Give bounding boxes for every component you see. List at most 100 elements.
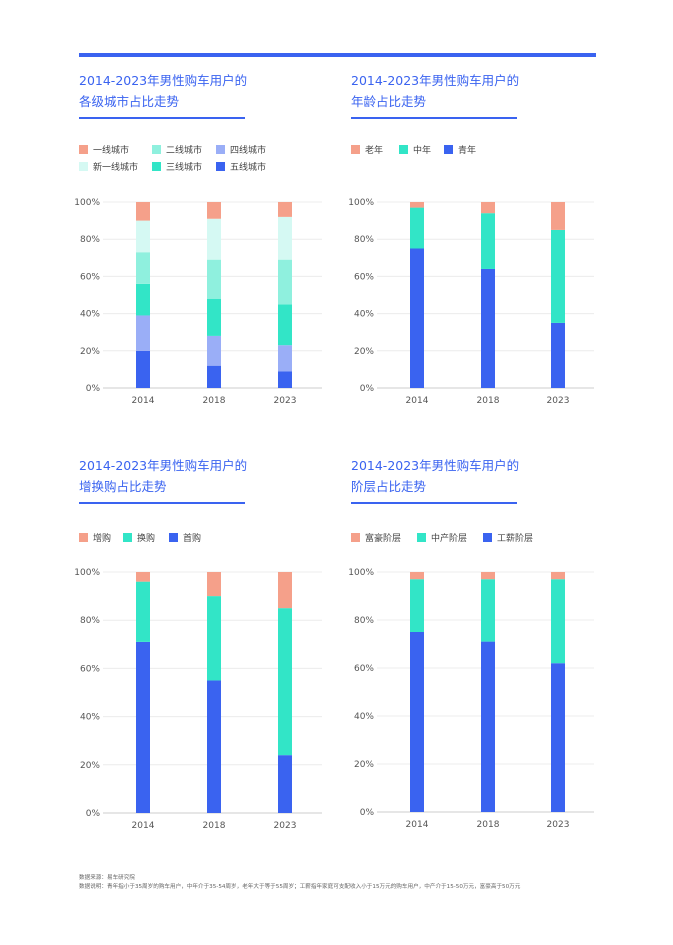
y-tick-label: 40% <box>80 310 100 320</box>
chart-title: 2014-2023年男性购车用户的 阶层占比走势 <box>351 455 551 497</box>
chart-title-line1: 2014-2023年男性购车用户的 <box>351 458 520 473</box>
x-tick-label: 2014 <box>132 396 155 406</box>
x-tick-label: 2018 <box>203 396 226 406</box>
y-tick-label: 0% <box>86 384 101 394</box>
legend-swatch <box>417 533 426 542</box>
bar-segment <box>207 596 221 681</box>
bar-segment <box>207 365 221 388</box>
bar-segment <box>207 680 221 813</box>
bar-segment <box>481 202 495 214</box>
y-tick-label: 20% <box>354 347 374 357</box>
legend-item: 五线城市 <box>216 160 266 173</box>
legend-label: 工薪阶层 <box>497 534 534 544</box>
legend-item: 中产阶层 <box>417 531 467 544</box>
y-tick-label: 60% <box>80 272 100 282</box>
bar-segment <box>136 220 150 253</box>
bar-segment <box>207 218 221 260</box>
chart-title-line1: 2014-2023年男性购车用户的 <box>351 73 520 88</box>
chart-title: 2014-2023年男性购车用户的 年龄占比走势 <box>351 70 551 112</box>
legend-label: 中年 <box>413 146 432 156</box>
legend-label: 中产阶层 <box>431 534 468 544</box>
title-underline <box>351 502 517 504</box>
legend-label: 一线城市 <box>93 146 130 156</box>
legend-swatch <box>79 533 88 542</box>
bar-segment <box>278 216 292 260</box>
bar-segment <box>481 641 495 812</box>
bar-segment <box>551 229 565 323</box>
legend-swatch <box>351 145 360 154</box>
legend-item: 老年 <box>351 143 383 156</box>
bar-segment <box>481 579 495 642</box>
legend-swatch <box>79 145 88 154</box>
legend-swatch <box>444 145 453 154</box>
bar-segment <box>136 641 150 813</box>
chart-title: 2014-2023年男性购车用户的 增换购占比走势 <box>79 455 279 497</box>
y-tick-label: 20% <box>80 761 100 771</box>
y-tick-label: 80% <box>354 616 374 626</box>
y-tick-label: 60% <box>80 664 100 674</box>
y-tick-label: 100% <box>348 568 374 578</box>
bar-segment <box>410 632 424 812</box>
legend-item: 富豪阶层 <box>351 531 401 544</box>
legend-swatch <box>216 162 225 171</box>
bar-segment <box>410 579 424 632</box>
x-tick-label: 2014 <box>406 820 429 830</box>
bar-segment <box>278 371 292 388</box>
x-tick-label: 2014 <box>132 821 155 831</box>
bar-segment <box>207 259 221 299</box>
legend-label: 新一线城市 <box>93 163 139 173</box>
bar-segment <box>207 202 221 219</box>
bar-segment <box>410 207 424 249</box>
legend-swatch <box>351 533 360 542</box>
y-tick-label: 40% <box>354 712 374 722</box>
bar-segment <box>207 572 221 597</box>
bar-segment <box>278 572 292 609</box>
legend-label: 增购 <box>93 534 112 544</box>
x-tick-label: 2018 <box>477 820 500 830</box>
y-tick-label: 0% <box>360 808 375 818</box>
chart-title-line1: 2014-2023年男性购车用户的 <box>79 73 248 88</box>
bar-segment <box>278 202 292 217</box>
bar-segment <box>136 283 150 316</box>
bar-segment <box>278 755 292 813</box>
legend-label: 富豪阶层 <box>365 534 402 544</box>
bar-segment <box>207 335 221 366</box>
panel-purchase-type: 2014-2023年男性购车用户的 增换购占比走势 增购 换购 首购 <box>79 455 329 835</box>
x-tick-label: 2018 <box>203 821 226 831</box>
bar-segment <box>551 663 565 812</box>
legend-item: 青年 <box>444 143 476 156</box>
y-tick-label: 100% <box>74 198 100 208</box>
y-tick-label: 80% <box>80 616 100 626</box>
bar-segment <box>278 304 292 346</box>
footer-source: 数据来源：易车研究院 <box>79 875 135 881</box>
bar-segment <box>551 322 565 388</box>
legend-swatch <box>152 162 161 171</box>
legend-item: 新一线城市 <box>79 160 138 173</box>
bar-segment <box>551 572 565 580</box>
legend-swatch <box>216 145 225 154</box>
bar-segment <box>481 572 495 580</box>
panel-age: 2014-2023年男性购车用户的 年龄占比走势 老年 中年 青年 <box>351 70 601 420</box>
y-tick-label: 80% <box>354 235 374 245</box>
x-tick-label: 2023 <box>547 820 570 830</box>
legend-label: 首购 <box>183 534 202 544</box>
legend-label: 五线城市 <box>230 163 267 173</box>
legend-swatch <box>79 162 88 171</box>
y-tick-label: 100% <box>74 568 100 578</box>
bar-segment <box>278 345 292 372</box>
bar-segment <box>136 252 150 284</box>
bar-segment <box>278 259 292 305</box>
legend-item: 一线城市 <box>79 143 129 156</box>
chart-title-line1: 2014-2023年男性购车用户的 <box>79 458 248 473</box>
bar-segment <box>410 572 424 580</box>
legend-item: 二线城市 <box>152 143 202 156</box>
y-tick-label: 80% <box>80 235 100 245</box>
footer-note: 数据说明：青年指小于35周岁的购车用户，中年介于35-54周岁，老年大于等于55… <box>79 884 521 890</box>
panel-class: 2014-2023年男性购车用户的 阶层占比走势 富豪阶层 中产阶层 工薪阶层 <box>351 455 601 835</box>
y-tick-label: 60% <box>354 272 374 282</box>
title-underline <box>351 117 517 119</box>
